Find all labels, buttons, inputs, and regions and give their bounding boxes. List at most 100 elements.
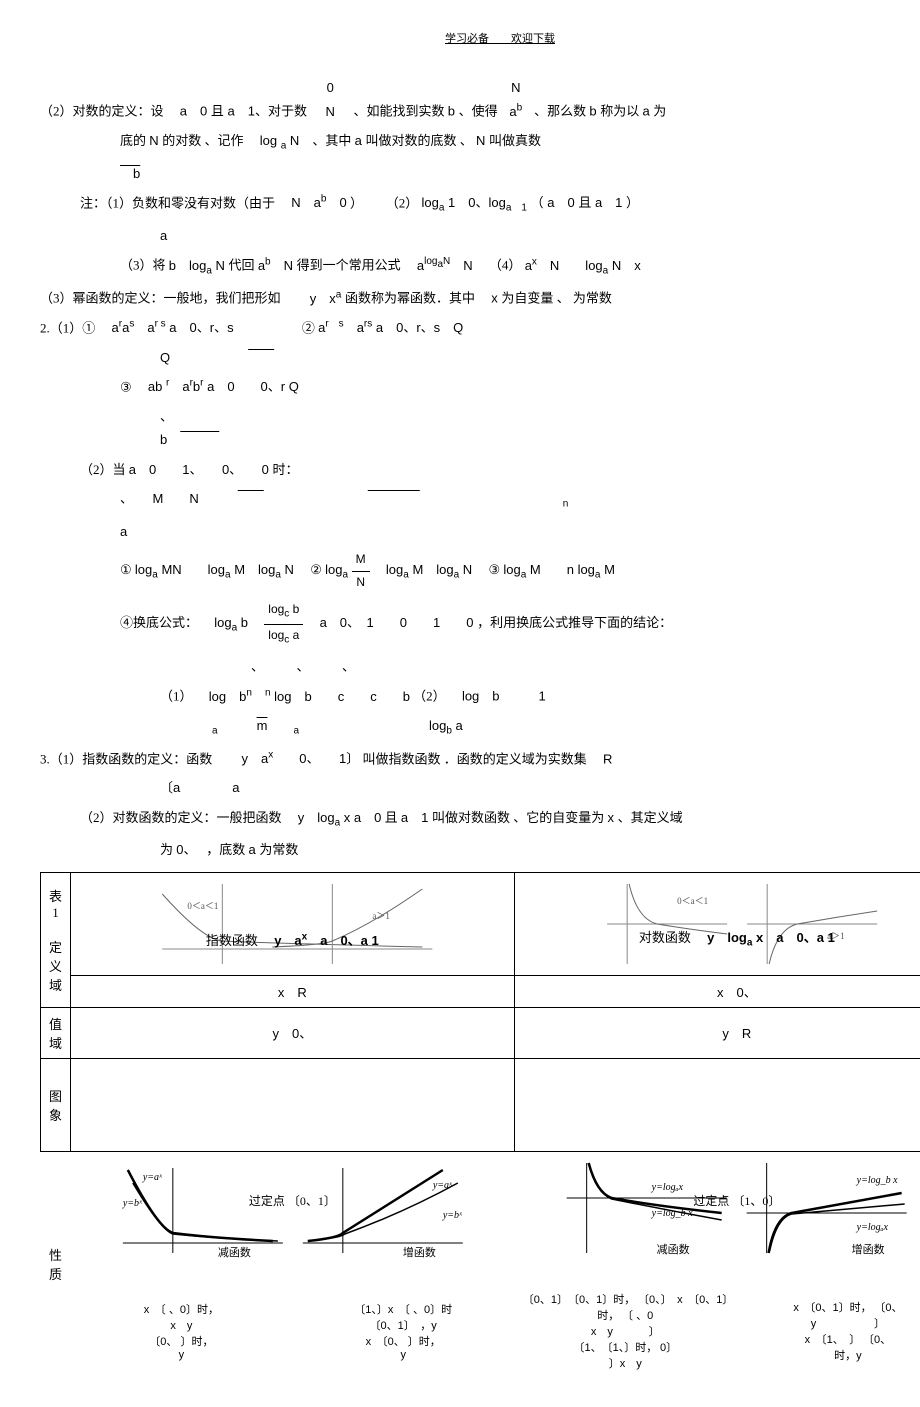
- text: 得到一个常用公式: [297, 258, 401, 273]
- log-graph-cell: [514, 1058, 920, 1151]
- text: x 〔0、 〕时，: [366, 1336, 441, 1348]
- log-fixed-point: 过定点 〔1、0〕: [522, 1192, 920, 1209]
- exp-range: y 0、: [71, 1007, 515, 1058]
- a-line: a: [160, 224, 920, 247]
- log-domain: x 0、: [514, 975, 920, 1007]
- exp-header: 0＜a＜1 a＞1 指数函数 y ax a 0、a 1: [71, 872, 515, 975]
- text: 叫做指数函数 ．函数的定义域为实数集: [362, 751, 586, 766]
- text: 为常数: [259, 842, 298, 857]
- log-range: y R: [514, 1007, 920, 1058]
- exp-graphs: y=aˣ y=bˣ 减函数 y=aˣ y=bˣ 增函数 过定点 〔0、1〕: [71, 1151, 515, 1285]
- text: y: [179, 1349, 185, 1361]
- log-def-line2: 底的 N 的对数 、记作 log a N 、其中 a 叫做对数的底数 、 N 叫…: [120, 129, 920, 156]
- log-definition: （2）对数的定义：设 a 0 且 a 1、对于数 0N 、如能找到实数 b 、使…: [40, 76, 920, 123]
- note-3: （3）将 b loga N 代回 ab N 得到一个常用公式 alogaN N …: [120, 253, 920, 280]
- mn-line: 、 M N n: [120, 487, 920, 514]
- text: ①: [120, 562, 132, 577]
- text: x 0、: [717, 985, 757, 1000]
- text: x 〔1、 〕: [805, 1334, 861, 1346]
- svg-text:a＞1: a＞1: [372, 911, 390, 921]
- text: 注：（1）负数和零没有对数（由于: [80, 195, 275, 210]
- text: ）: [626, 195, 639, 210]
- text: 且: [578, 195, 591, 210]
- svg-text:减函数: 减函数: [217, 1246, 250, 1258]
- text: 〔0、1〕 ，y: [370, 1320, 437, 1332]
- text: y R: [722, 1026, 751, 1041]
- svg-text:y=log_b x: y=log_b x: [856, 1175, 898, 1186]
- text: ③: [488, 562, 500, 577]
- range-label: 值域: [41, 1007, 71, 1058]
- note-1: 注：（1）负数和零没有对数（由于 N ab 0 ） （2） loga 1 0、l…: [80, 191, 920, 218]
- log-header: 0＜a＜1 a＞1 对数函数 y loga x a 0、a 1: [514, 872, 920, 975]
- text: 、对于数: [255, 104, 307, 119]
- exp-graph-cell: [71, 1058, 515, 1151]
- text: x R: [278, 985, 307, 1000]
- am-line: a m a logb a: [160, 714, 920, 741]
- svg-text:减函数: 减函数: [657, 1243, 690, 1256]
- text: （2）当: [80, 462, 126, 477]
- text: 、那么数: [534, 104, 586, 119]
- text: Q: [160, 350, 170, 365]
- text: 定义: [49, 940, 62, 974]
- text: x y: [170, 1320, 192, 1332]
- text: 为: [653, 104, 666, 119]
- text: （2）: [413, 689, 446, 704]
- abc-line: 、 、 、: [160, 655, 920, 678]
- text: 对数函数: [639, 930, 691, 945]
- text: 底的: [120, 133, 146, 148]
- text: a: [120, 524, 127, 539]
- text: 为自变量 、: [501, 291, 569, 306]
- text: 3.（1）指数函数的定义：函数: [40, 751, 212, 766]
- text: 域: [49, 978, 62, 993]
- a-paren: 〔a a: [160, 776, 920, 799]
- prop-log-inc: x 〔0、1〕时， 〔0、 y 〕 x 〔1、 〕 〔0、 时，y: [736, 1285, 920, 1377]
- text: （: [531, 195, 544, 210]
- text: 表 1: [49, 889, 62, 920]
- svg-text:y=bˣ: y=bˣ: [441, 1210, 462, 1221]
- text: 叫做真数: [489, 133, 541, 148]
- text: 的对数 、记作: [162, 133, 243, 148]
- text: y 0、: [272, 1026, 312, 1041]
- text: 指数函数: [206, 933, 258, 948]
- power-fn-def: （3）幂函数的定义：一般地，我们把形如 y xa 函数称为幂函数．其中 x 为自…: [40, 286, 920, 310]
- exp-domain: x R: [71, 975, 515, 1007]
- q-line: Q: [160, 346, 920, 369]
- text: 、如能找到实数: [353, 104, 444, 119]
- prop-exp-dec: x 〔 、0〕时， x y 〔0、 〕时， y: [71, 1285, 293, 1377]
- text: （2）: [392, 195, 418, 210]
- text: a: [160, 228, 167, 243]
- text: （3）幂函数的定义：一般地，我们把形如: [40, 291, 281, 306]
- rule-1: 2.（1）① aras ar s a 0、r、s ② ar s ars a 0、…: [40, 316, 920, 340]
- text: （4）: [489, 258, 522, 273]
- text: 称为以: [600, 104, 639, 119]
- text: 、其定义域: [618, 810, 683, 825]
- text: y: [811, 1318, 817, 1330]
- text: 〕x y: [609, 1358, 642, 1370]
- text: 〔1、〕x 〔 、0〕时: [354, 1304, 452, 1316]
- log-rules: ① loga MN loga M loga N ② loga MN loga M…: [120, 549, 920, 593]
- text: x 〔 、0〕时，: [144, 1304, 219, 1316]
- function-table: 表 1 定义 域 0＜a＜1 a＞1 指数函数 y ax a 0、a 1: [40, 872, 920, 1377]
- svg-text:0＜a＜1: 0＜a＜1: [187, 901, 218, 911]
- graph-label: 图象: [41, 1058, 71, 1151]
- text: 〔 、0: [622, 1310, 653, 1322]
- text: 〔1、 〔1、〕时，: [573, 1342, 657, 1354]
- text: ②: [302, 320, 315, 335]
- text: ，底数: [206, 842, 245, 857]
- rule-3: ③ ab r arbr a 0 0、r Q: [120, 375, 920, 399]
- exp-mini-graph: 0＜a＜1 a＞1: [79, 879, 506, 969]
- props-label: 性质: [41, 1151, 71, 1377]
- text: 代回: [229, 258, 255, 273]
- svg-text:y=log_b x: y=log_b x: [651, 1208, 693, 1219]
- exp-fixed-point: 过定点 〔0、1〕: [79, 1192, 507, 1209]
- text: 、其中: [312, 133, 351, 148]
- log-fn-def2: 为 0、 ，底数 a 为常数: [160, 838, 920, 861]
- svg-text:y=logₐx: y=logₐx: [856, 1222, 889, 1233]
- text: 时：: [273, 462, 299, 477]
- text: ④换底公式：: [120, 615, 198, 630]
- a-line2: a: [120, 520, 920, 543]
- prop-log-dec: 〔0、1〕 〔0、1〕时， 〔0、〕 x 〔0、1〕时， 〔 、0 x y 〕 …: [514, 1285, 736, 1377]
- text: 为: [160, 842, 173, 857]
- text: ②: [310, 562, 322, 577]
- text: 0: [327, 80, 334, 95]
